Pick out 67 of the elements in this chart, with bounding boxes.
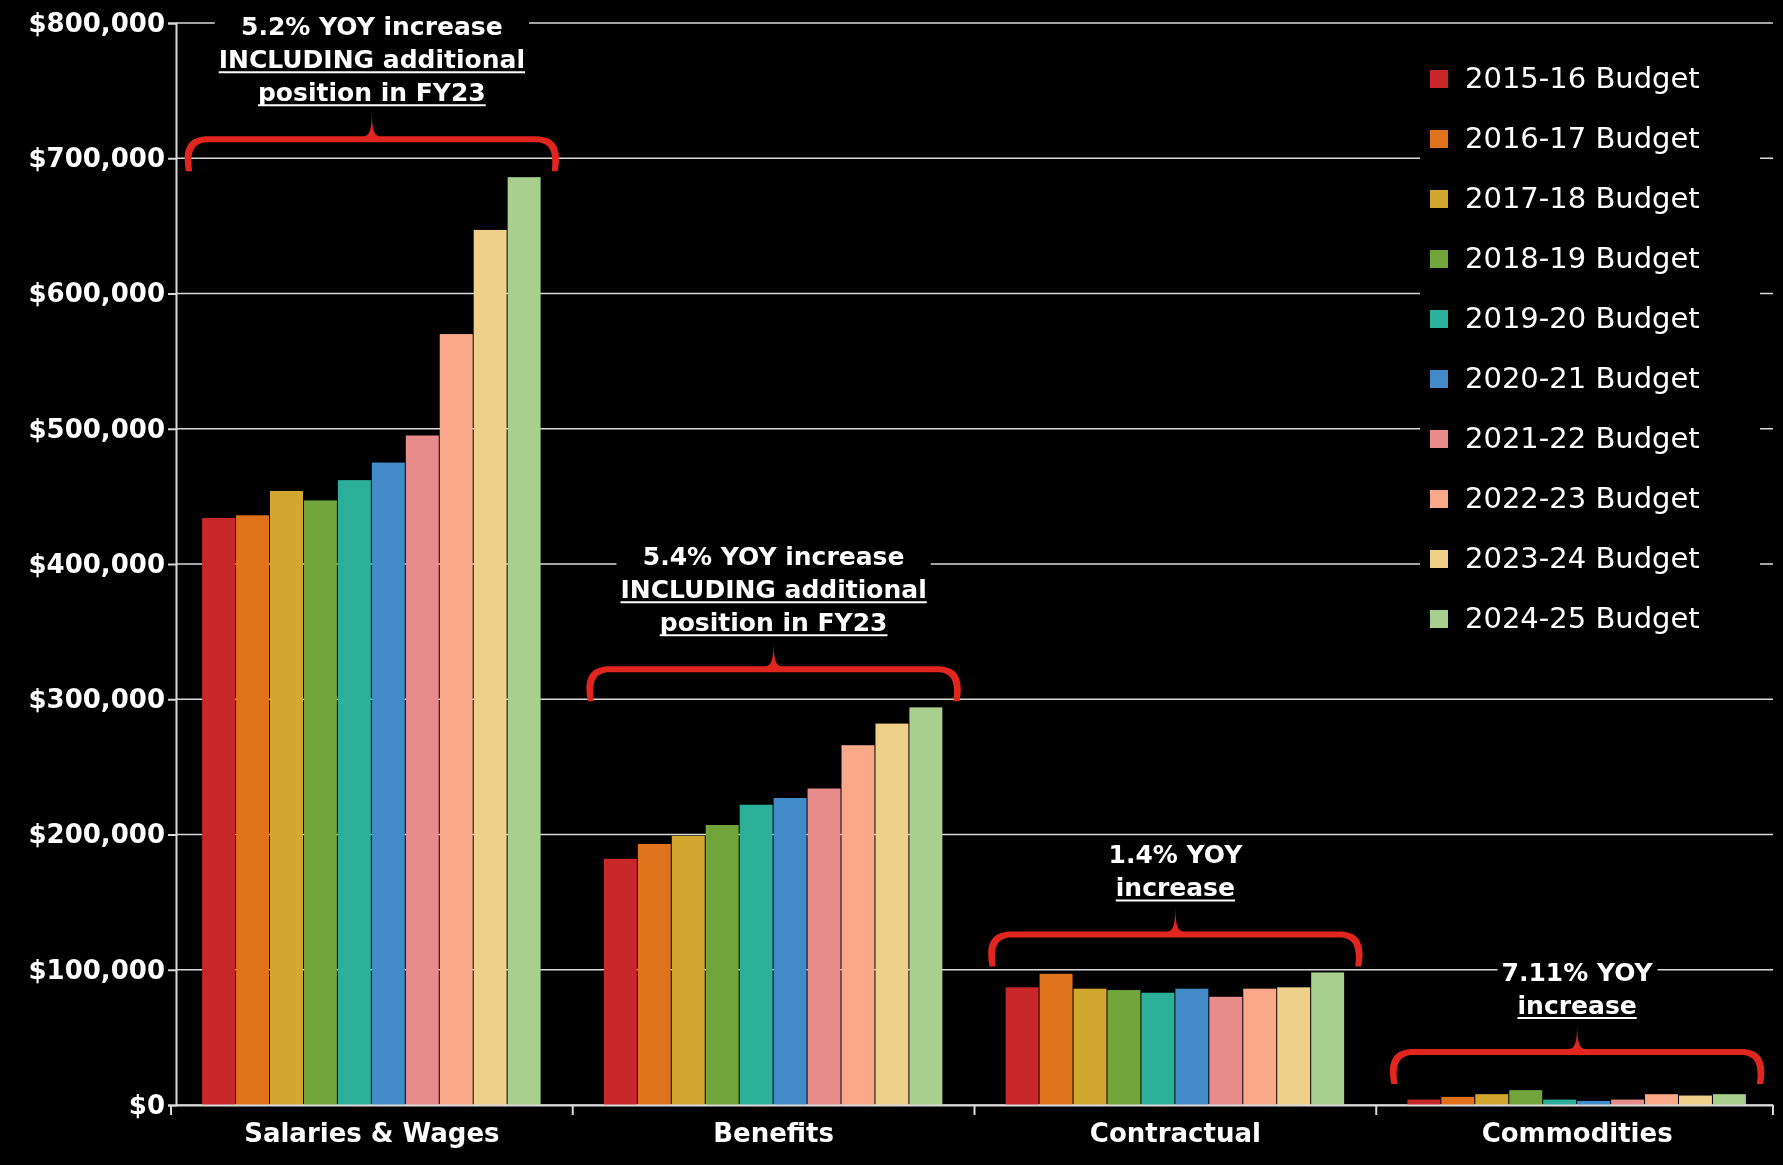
- bar: [236, 515, 270, 1105]
- bar: [1209, 996, 1243, 1105]
- bar: [337, 480, 371, 1105]
- y-tick-label: $500,000: [28, 413, 165, 444]
- bar: [841, 745, 875, 1105]
- bar: [202, 518, 236, 1105]
- y-tick-label: $800,000: [28, 7, 165, 38]
- x-tick-label: Benefits: [713, 1117, 835, 1148]
- annotation: 5.2% YOY increase INCLUDING additional position in FY23: [218, 12, 525, 108]
- y-tick-label: $700,000: [28, 143, 165, 174]
- legend-label: 2020-21 Budget: [1465, 361, 1700, 395]
- bar: [507, 177, 541, 1105]
- bar: [1509, 1090, 1543, 1105]
- bar: [303, 500, 337, 1105]
- bar: [1073, 988, 1107, 1105]
- legend-label: 2019-20 Budget: [1465, 301, 1700, 335]
- bar: [603, 858, 637, 1105]
- bar: [1712, 1094, 1746, 1105]
- y-tick-label: $600,000: [28, 278, 165, 309]
- bar: [1543, 1099, 1577, 1105]
- legend-label: 2023-24 Budget: [1465, 541, 1700, 575]
- legend-label: 2022-23 Budget: [1465, 481, 1700, 515]
- bar: [439, 334, 473, 1105]
- bar: [473, 229, 507, 1105]
- y-tick-label: $200,000: [28, 819, 165, 850]
- legend-label: 2016-17 Budget: [1465, 121, 1700, 155]
- bar: [1407, 1099, 1441, 1105]
- bar: [1577, 1100, 1611, 1105]
- bar: [909, 707, 943, 1105]
- bar: [1141, 992, 1175, 1105]
- y-tick-label: $100,000: [28, 954, 165, 985]
- x-tick-label: Contractual: [1089, 1117, 1261, 1148]
- bar: [1475, 1094, 1509, 1105]
- x-tick-label: Commodities: [1481, 1117, 1673, 1148]
- annotation: 5.4% YOY increase INCLUDING additional position in FY23: [620, 542, 927, 638]
- y-tick-label: $400,000: [28, 548, 165, 579]
- bar: [1243, 988, 1277, 1105]
- bar: [270, 490, 303, 1105]
- bar: [1107, 990, 1141, 1105]
- x-tick-label: Salaries & Wages: [244, 1117, 500, 1148]
- bar: [1611, 1099, 1645, 1105]
- bar: [1277, 987, 1311, 1105]
- bar: [1678, 1095, 1712, 1105]
- legend-label: 2021-22 Budget: [1465, 421, 1700, 455]
- y-tick-label: $300,000: [28, 684, 165, 715]
- legend-label: 2018-19 Budget: [1465, 241, 1700, 275]
- legend-label: 2024-25 Budget: [1465, 601, 1700, 635]
- bar: [773, 797, 807, 1105]
- bar: [371, 462, 405, 1105]
- bar: [1175, 988, 1209, 1105]
- bar: [1005, 987, 1039, 1105]
- bar: [637, 843, 671, 1105]
- y-tick-label: $0: [128, 1089, 165, 1120]
- legend-label: 2015-16 Budget: [1465, 61, 1700, 95]
- bar: [1311, 972, 1345, 1105]
- bar: [875, 723, 909, 1105]
- bar: [705, 825, 739, 1105]
- legend-label: 2017-18 Budget: [1465, 181, 1700, 215]
- annotation: 7.11% YOY increase: [1501, 958, 1654, 1021]
- bar: [1645, 1094, 1678, 1105]
- bar: [405, 435, 439, 1105]
- annotation: 1.4% YOY increase: [1108, 840, 1244, 903]
- bar: [807, 788, 841, 1105]
- bar: [1441, 1096, 1475, 1106]
- bar: [1039, 973, 1073, 1105]
- bar: [739, 804, 773, 1105]
- bar: [671, 835, 705, 1105]
